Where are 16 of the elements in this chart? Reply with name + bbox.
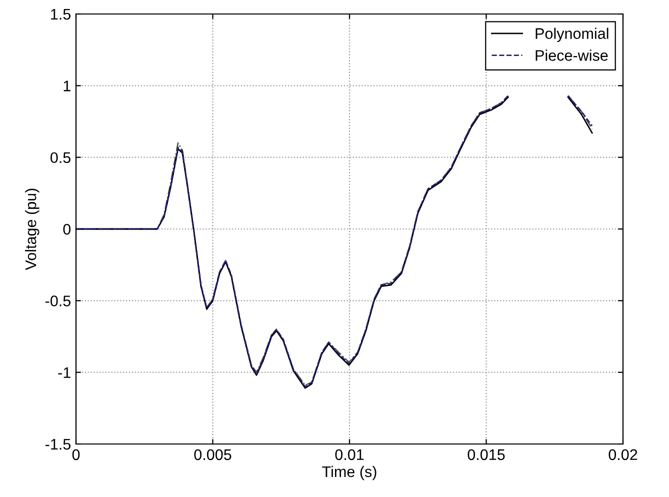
y-tick-label: 0 <box>63 224 71 235</box>
x-tick-label: 0.01 <box>335 449 364 460</box>
y-axis-title: Voltage (pu) <box>25 188 40 270</box>
y-tick-label: 0.5 <box>50 152 70 164</box>
x-axis-title: Time (s) <box>322 466 376 480</box>
legend-label: Polynomial <box>536 28 608 42</box>
y-tick-label: -0.5 <box>45 296 70 306</box>
legend-label: Piece-wise <box>536 50 608 61</box>
y-tick-label: -1.5 <box>45 439 70 450</box>
y-tick-label: 1.5 <box>51 9 70 20</box>
x-tick-label: 0 <box>72 449 80 460</box>
x-tick-label: 0.02 <box>608 449 638 460</box>
x-tick-label: 0.015 <box>468 449 505 460</box>
x-tick-label: 0.005 <box>194 449 232 460</box>
y-tick-label: -1 <box>58 367 70 378</box>
y-tick-label: 1 <box>64 80 70 92</box>
